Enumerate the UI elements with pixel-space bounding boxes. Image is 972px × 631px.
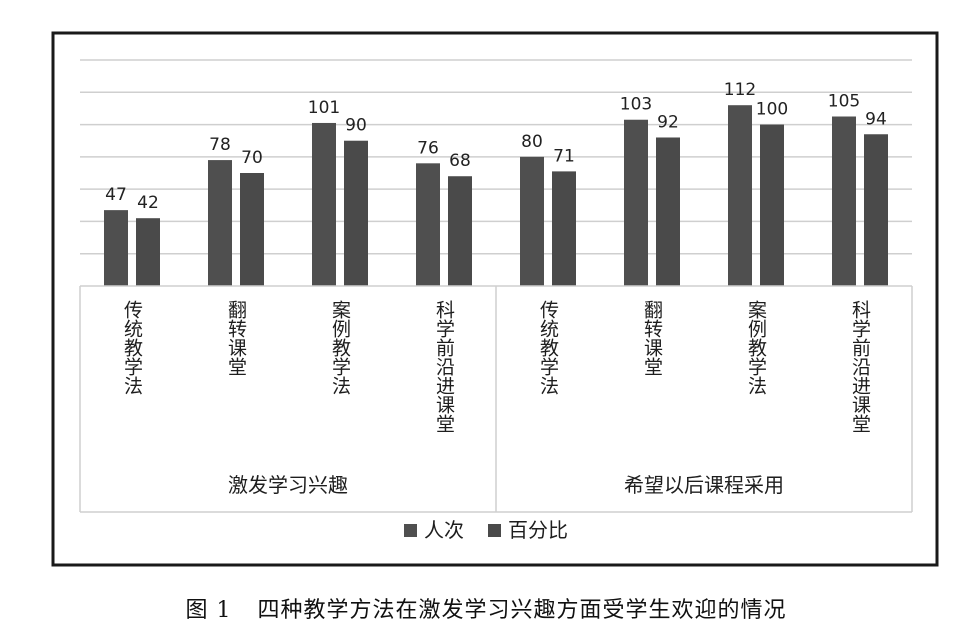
bar-renci bbox=[312, 122, 336, 286]
data-label: 76 bbox=[417, 138, 439, 158]
legend-swatch bbox=[488, 524, 501, 537]
bar-renci bbox=[104, 210, 128, 286]
data-label: 68 bbox=[449, 151, 471, 171]
data-label: 101 bbox=[308, 98, 340, 118]
caption-text: 四种教学方法在激发学习兴趣方面受学生欢迎的情况 bbox=[257, 598, 787, 623]
data-label: 42 bbox=[137, 193, 159, 213]
legend-swatch bbox=[404, 524, 417, 537]
category-tick-label: 科学前沿进课堂 bbox=[849, 300, 871, 433]
bar-percent bbox=[656, 137, 680, 286]
caption-number: 图 1 bbox=[185, 598, 232, 623]
category-tick-label: 传统教学法 bbox=[537, 300, 559, 395]
category-tick-label: 案例教学法 bbox=[329, 300, 351, 395]
category-tick-label: 传统教学法 bbox=[121, 300, 143, 395]
data-label: 80 bbox=[521, 132, 543, 152]
data-label: 90 bbox=[345, 116, 367, 136]
data-label: 105 bbox=[828, 92, 860, 112]
data-label: 100 bbox=[756, 100, 788, 120]
data-label: 94 bbox=[865, 109, 887, 129]
data-label: 47 bbox=[105, 185, 127, 205]
bar-percent bbox=[136, 218, 160, 286]
category-tick-label: 翻转课堂 bbox=[641, 300, 663, 376]
bar-percent bbox=[240, 173, 264, 286]
bar-renci bbox=[832, 116, 856, 286]
category-tick-label: 科学前沿进课堂 bbox=[433, 300, 455, 433]
bar-percent bbox=[552, 171, 576, 286]
figure-caption: 图 1 四种教学方法在激发学习兴趣方面受学生欢迎的情况 bbox=[0, 592, 972, 624]
bar-renci bbox=[520, 156, 544, 286]
data-label: 92 bbox=[657, 112, 679, 132]
bar-percent bbox=[448, 176, 472, 286]
bar-percent bbox=[864, 134, 888, 286]
data-label: 71 bbox=[553, 146, 575, 166]
data-label: 78 bbox=[209, 135, 231, 155]
data-label: 70 bbox=[241, 148, 263, 168]
bar-percent bbox=[760, 124, 784, 286]
category-tick-label: 案例教学法 bbox=[745, 300, 767, 395]
chart-frame bbox=[51, 31, 939, 567]
bar-renci bbox=[208, 160, 232, 286]
data-label: 112 bbox=[724, 80, 756, 100]
group-label: 激发学习兴趣 bbox=[228, 473, 348, 497]
bar-percent bbox=[344, 140, 368, 286]
group-label: 希望以后课程采用 bbox=[624, 473, 784, 497]
legend-label: 人次 bbox=[424, 518, 464, 542]
bar-renci bbox=[728, 105, 752, 286]
bar-renci bbox=[624, 119, 648, 286]
bar-renci bbox=[416, 163, 440, 286]
legend-label: 百分比 bbox=[508, 518, 568, 542]
data-label: 103 bbox=[620, 95, 652, 115]
category-tick-label: 翻转课堂 bbox=[225, 300, 247, 376]
